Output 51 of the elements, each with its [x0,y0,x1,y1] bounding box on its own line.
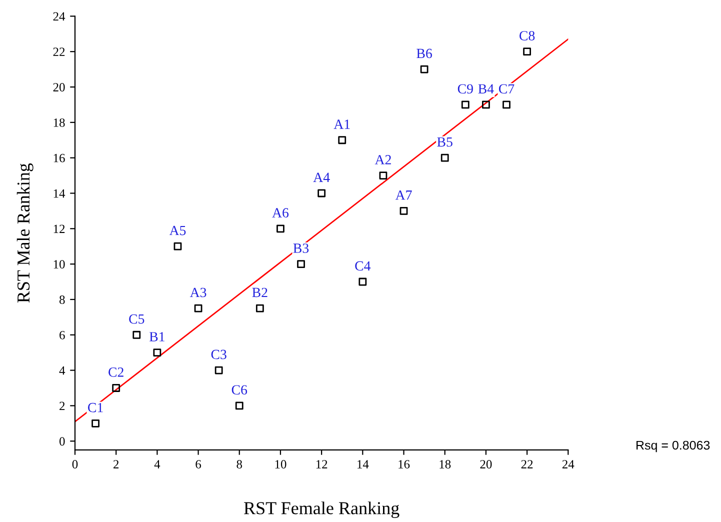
y-axis-title: RST Male Ranking [16,163,34,303]
annotation: A6 [272,208,289,218]
annotation: C4 [355,261,371,271]
y-tick-label: 4 [59,366,66,375]
annotation: B5 [437,137,452,147]
y-tick-label: 8 [59,295,65,304]
annotation: C8 [520,31,535,40]
y-tick-label: 20 [53,83,65,92]
y-tick-label: 6 [60,330,65,340]
annotation: B1 [149,332,164,342]
x-tick-label: 2 [114,460,119,468]
y-tick-label: 22 [53,48,65,56]
annotation: C2 [108,368,124,377]
x-tick-label: 4 [154,460,160,468]
x-tick-label: 20 [480,460,492,468]
y-tick-label: 10 [54,260,65,269]
annotation: A5 [169,226,186,236]
annotation: C1 [88,402,103,412]
annotation: C9 [458,84,473,94]
x-tick-label: 16 [398,460,410,468]
x-tick-label: 14 [358,460,369,468]
annotation: C7 [498,84,514,94]
y-tick-label: 2 [60,402,65,410]
annotation: A7 [395,190,412,200]
x-tick-label: 18 [440,460,451,468]
annotation: A3 [190,288,206,298]
x-tick-label: 22 [521,460,533,468]
y-tick-label: 12 [54,224,65,233]
y-tick-label: 24 [53,12,66,21]
x-tick-label: 24 [562,460,574,468]
annotation: C3 [211,350,226,360]
x-tick-label: 0 [72,460,78,468]
x-tick-label: 8 [236,460,242,468]
annotation: B6 [416,48,432,58]
annotation: B3 [293,244,309,253]
annotation: A2 [374,155,391,164]
y-tick-label: 18 [54,118,65,127]
x-tick-label: 12 [316,460,328,468]
y-tick-label: 16 [54,154,65,162]
y-tick-label: 0 [59,437,65,446]
annotation: A4 [313,172,330,182]
text: Rsq = 0.8063 [636,440,710,452]
y-tick-label: 14 [54,189,66,198]
annotation: A1 [334,120,350,129]
x-tick-label: 6 [196,460,202,468]
annotation: B2 [252,288,268,298]
annotation: B4 [478,84,494,94]
annotation: C6 [232,385,248,395]
x-tick-label: 10 [275,460,286,468]
x-axis-title: RST Female Ranking [244,502,400,518]
annotation: C5 [129,314,144,324]
